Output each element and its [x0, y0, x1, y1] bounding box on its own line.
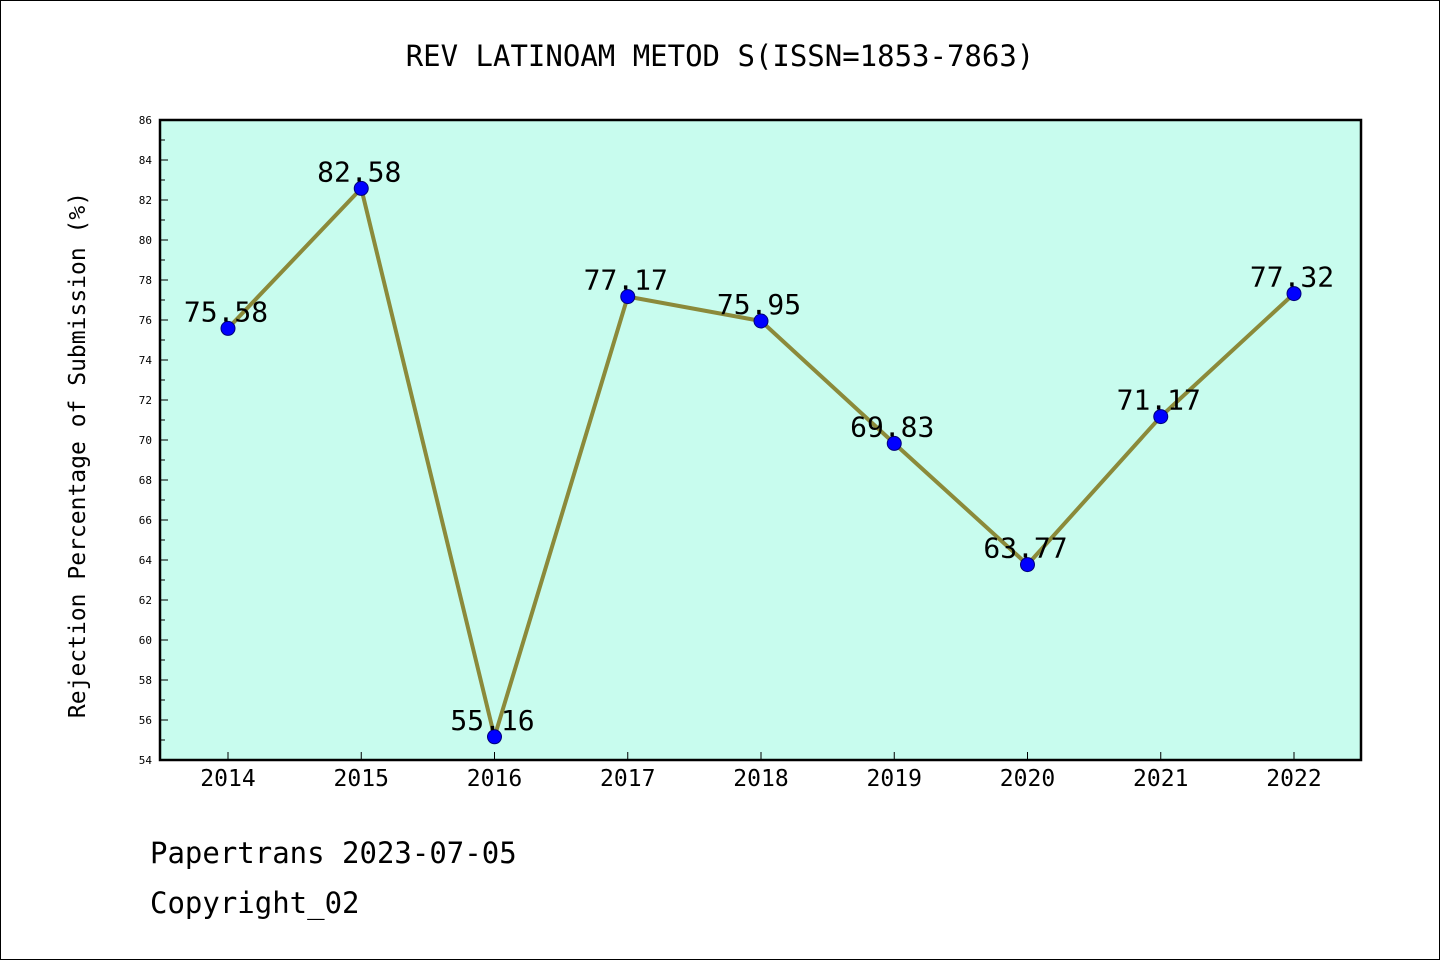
plot-area	[160, 120, 1361, 760]
data-point	[620, 289, 636, 305]
x-tick-label: 2022	[1266, 766, 1321, 792]
y-axis-label: Rejection Percentage of Submission (%)	[65, 192, 91, 718]
data-label: 75.95	[717, 288, 801, 321]
data-point	[353, 180, 369, 196]
data-points	[220, 180, 1302, 745]
data-point	[220, 320, 236, 336]
y-tick-label: 68	[139, 474, 152, 487]
y-tick-label: 66	[139, 514, 152, 527]
plot-border	[158, 118, 1363, 762]
data-point	[487, 729, 502, 745]
y-tick-label: 86	[139, 114, 152, 127]
x-axis: 2014 2015 2016 2017 2018 2019 2020 2021 2022	[200, 752, 1322, 792]
y-tick-label: 76	[139, 314, 152, 327]
y-tick-label: 78	[139, 274, 152, 287]
footer-copyright: Copyright_02	[150, 886, 360, 920]
y-tick-label: 58	[139, 674, 152, 687]
data-point	[753, 313, 769, 329]
y-tick-label: 62	[139, 594, 152, 607]
footer-source-date: Papertrans 2023-07-05	[150, 836, 517, 870]
x-tick-label: 2021	[1133, 766, 1188, 792]
y-tick-label: 64	[139, 554, 153, 567]
y-tick-label: 74	[139, 354, 153, 367]
data-label: 63.77	[983, 532, 1067, 565]
data-point	[1286, 286, 1302, 302]
y-tick-label: 72	[139, 394, 152, 407]
x-tick-label: 2015	[334, 766, 389, 792]
y-axis: 54 56 58 60 62 64 66 68 70 72 74 76 78 80 82 84 86	[139, 114, 168, 767]
x-tick-label: 2016	[467, 766, 522, 792]
y-tick-label: 60	[139, 634, 152, 647]
y-tick-label: 84	[139, 154, 153, 167]
data-label: 71.17	[1117, 384, 1201, 417]
data-label: 55.16	[450, 704, 534, 737]
data-labels: 75.58 82.58 55.16 77.17 75.95 69.83 63.77 71.17…	[184, 155, 1334, 736]
data-label: 82.58	[317, 155, 401, 188]
y-tick-label: 80	[139, 234, 152, 247]
data-point	[1020, 557, 1035, 573]
data-label: 77.17	[584, 264, 668, 297]
data-label: 75.58	[184, 295, 268, 328]
x-tick-label: 2018	[733, 766, 788, 792]
x-tick-label: 2014	[200, 766, 255, 792]
y-tick-label: 56	[139, 714, 152, 727]
chart-title: REV LATINOAM METOD S(ISSN=1853-7863)	[406, 39, 1035, 73]
y-tick-label: 54	[139, 754, 153, 767]
data-label: 77.32	[1250, 261, 1334, 294]
y-tick-label: 82	[139, 194, 152, 207]
data-label: 69.83	[850, 410, 934, 443]
data-point	[886, 435, 902, 451]
x-tick-label: 2017	[600, 766, 655, 792]
x-tick-label: 2019	[867, 766, 922, 792]
data-point	[1153, 409, 1169, 425]
y-tick-label: 70	[139, 434, 152, 447]
x-tick-label: 2020	[1000, 766, 1055, 792]
